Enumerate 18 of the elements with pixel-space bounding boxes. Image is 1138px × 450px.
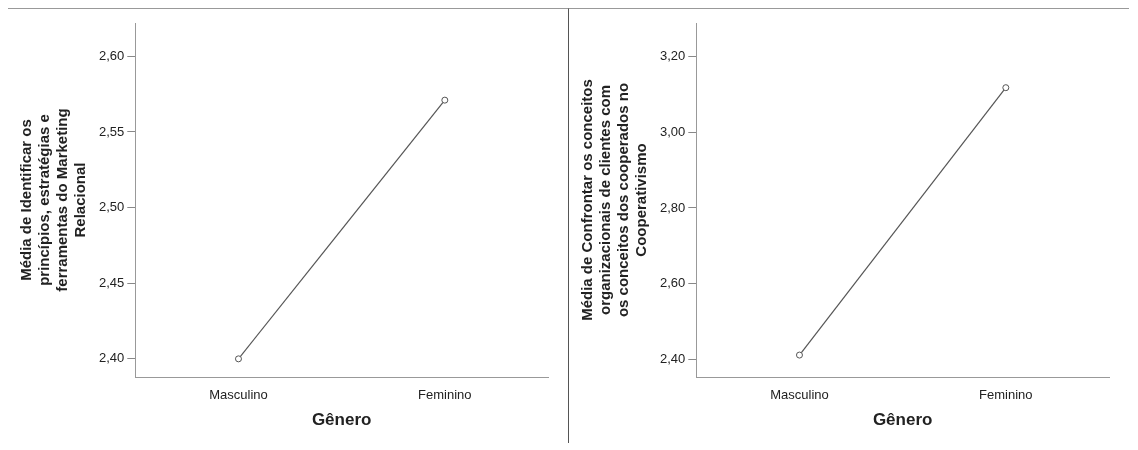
y-tick-label: 2,55: [98, 123, 125, 139]
y-axis-title: Média de Confrontar os conceitos organizacionais de clientes com os conceitos dos cooperados no Cooperativismo: [578, 79, 650, 321]
y-tick-label: 2,80: [659, 199, 686, 215]
y-tick-label: 3,20: [659, 48, 686, 64]
x-axis-title: Gênero: [311, 410, 372, 430]
y-tick-label: 2,60: [659, 275, 686, 291]
y-axis-title: Média de Identificar os princípios, estratégias e ferramentas do Marketing Relacional: [17, 108, 89, 292]
x-tick-label: Feminino: [418, 387, 472, 403]
x-tick-label: Masculino: [770, 387, 829, 403]
y-tick-label: 2,45: [98, 274, 125, 290]
y-tick-label: 2,50: [98, 199, 125, 215]
x-tick-label: Masculino: [209, 387, 268, 403]
x-tick-label: Feminino: [979, 387, 1033, 403]
y-tick-label: 2,40: [98, 350, 125, 366]
y-tick-label: 2,40: [659, 350, 686, 366]
y-tick-label: 2,60: [98, 47, 125, 63]
x-axis-title: Gênero: [872, 410, 933, 430]
y-tick-label: 3,00: [659, 123, 686, 139]
